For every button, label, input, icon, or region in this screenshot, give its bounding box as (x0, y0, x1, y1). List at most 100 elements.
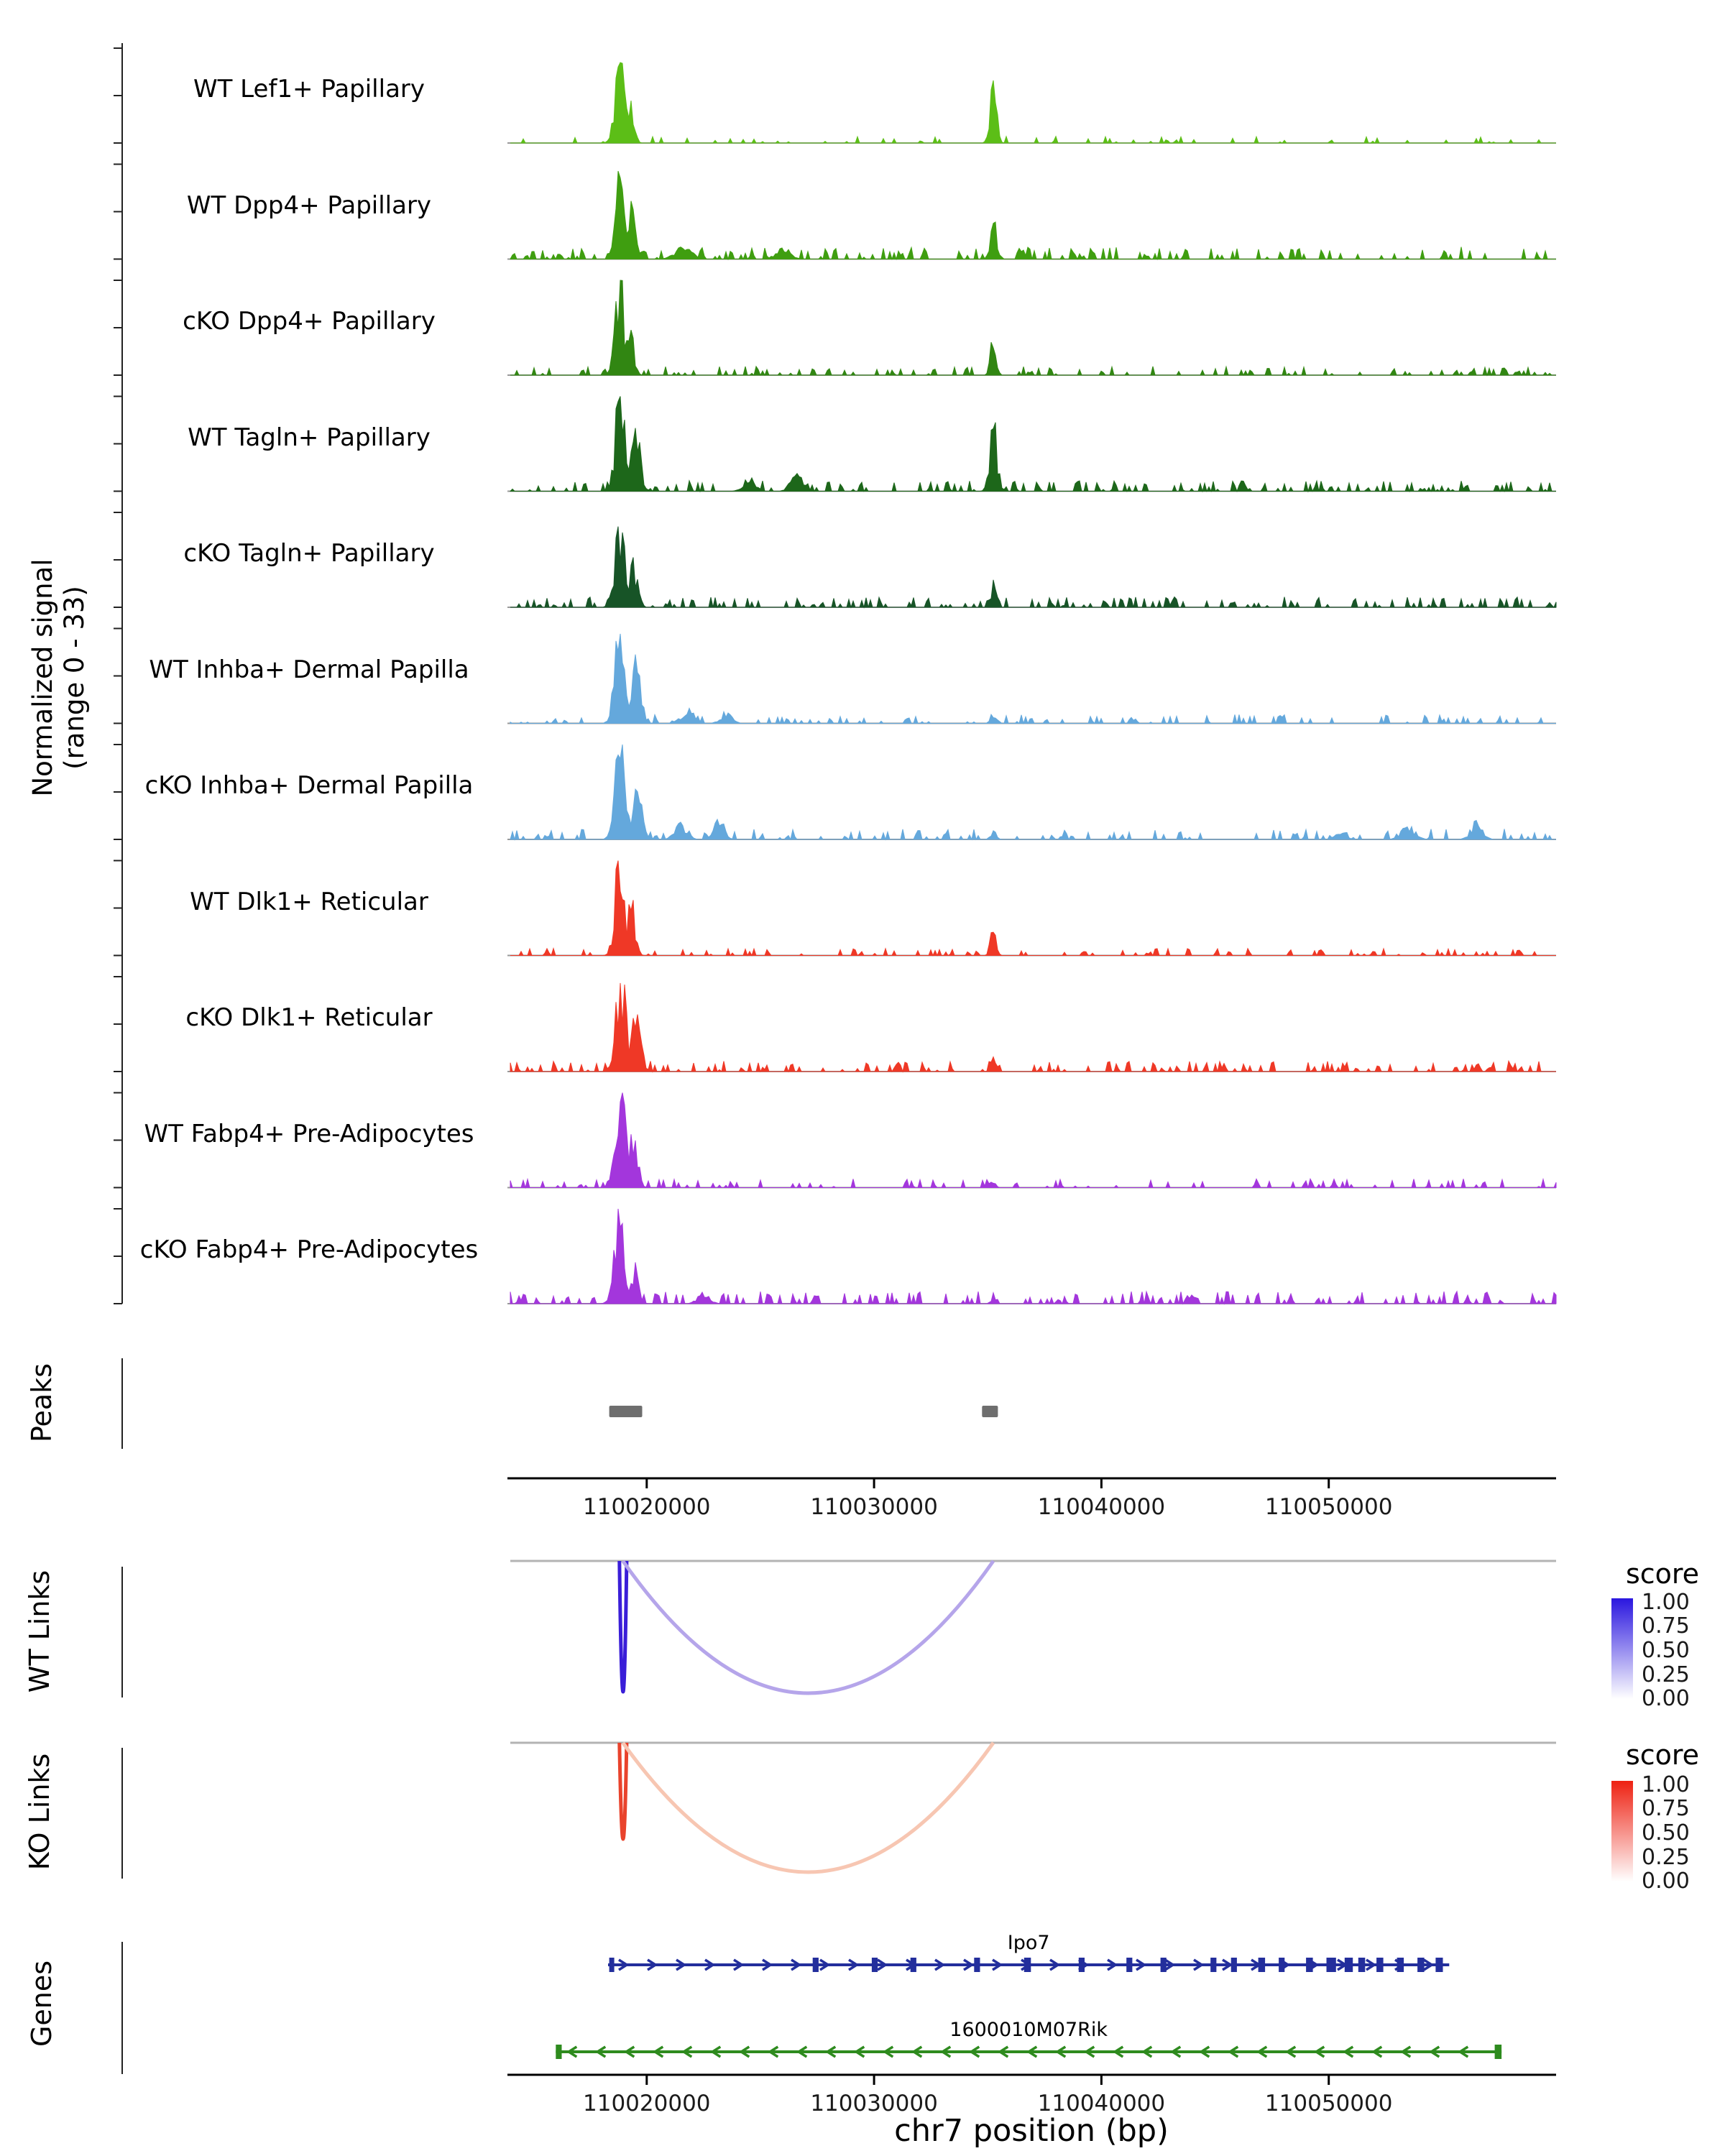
track-label: WT Dpp4+ Papillary (186, 190, 432, 220)
gene-strand-arrow (1193, 1958, 1205, 1971)
gene-exon (974, 1958, 980, 1972)
gene-strand-arrow (1222, 1958, 1233, 1971)
wt-score-tick: 0.75 (1642, 1613, 1690, 1639)
gene-strand-arrow (704, 1958, 716, 1971)
gene-strand-arrow (1366, 1958, 1377, 1971)
track-label: WT Dlk1+ Reticular (190, 887, 428, 916)
ko-score-tick: 1.00 (1642, 1772, 1690, 1797)
gene-exon (609, 1958, 615, 1972)
gene-strand-arrow (733, 1958, 745, 1971)
signal-area (510, 860, 1556, 957)
gene-exon (1230, 1958, 1237, 1972)
gene-exon (910, 1958, 916, 1972)
gene-exon (812, 1958, 819, 1972)
gene-exon (1326, 1958, 1336, 1972)
signal-area (509, 396, 1556, 493)
gene-strand-arrow (791, 1958, 802, 1971)
gene-strand-arrow (566, 2045, 578, 2058)
y-axis-title-line1: Normalized signal (27, 558, 58, 797)
signal-area (510, 744, 1556, 841)
gene-label: Ipo7 (1007, 1932, 1050, 1954)
x-axis-title: chr7 position (bp) (894, 2113, 1169, 2149)
gene-exon (1397, 1958, 1404, 1972)
track-label: WT Inhba+ Dermal Papilla (149, 655, 469, 684)
gene-strand-arrow (877, 1958, 888, 1971)
gene-strand-arrow (825, 2045, 837, 2058)
wt-link-arc (621, 1560, 995, 1695)
gene-strand-arrow (911, 2045, 923, 2058)
gene-strand-arrow (883, 2045, 894, 2058)
wt-score-tick: 0.25 (1642, 1662, 1690, 1687)
ko-score-legend-title: score (1625, 1739, 1700, 1771)
gene-exon (1279, 1958, 1285, 1972)
peak-interval (982, 1406, 998, 1417)
wt-link-arc (617, 1560, 629, 1694)
signal-area (510, 170, 1556, 261)
signal-area (510, 982, 1556, 1073)
gene-strand-arrow (768, 2045, 779, 2058)
ko-score-tick: 0.75 (1642, 1796, 1690, 1821)
gene-strand-arrow (1256, 2045, 1268, 2058)
gene-strand-arrow (1314, 2045, 1325, 2058)
gene-strand-arrow (1026, 2045, 1038, 2058)
gene-strand-arrow (1228, 2045, 1239, 2058)
x-axis-tick-label: 110030000 (810, 2091, 938, 2116)
gene-strand-arrow (1055, 2045, 1067, 2058)
x-axis-tick-label: 110050000 (1264, 2091, 1393, 2116)
gene-strand-arrow (1113, 2045, 1124, 2058)
ko-score-tick: 0.50 (1642, 1820, 1690, 1846)
ko-link-arc (617, 1742, 629, 1841)
track-label: cKO Dlk1+ Reticular (185, 1003, 433, 1032)
gene-exon (1160, 1958, 1167, 1972)
gene-exon (1417, 1958, 1425, 1972)
gene-exon (1258, 1958, 1266, 1972)
gene-strand-arrow (1136, 1958, 1147, 1971)
gene-strand-arrow (1049, 1958, 1061, 1971)
ko-links-section-label: KO Links (24, 1753, 55, 1871)
gene-label: 1600010M07Rik (949, 2019, 1108, 2041)
x-axis-tick-label: 110020000 (583, 2091, 711, 2116)
ko-score-tick: 0.00 (1642, 1869, 1690, 1894)
gene-strand-arrow (1285, 2045, 1297, 2058)
gene-strand-arrow (762, 1958, 773, 1971)
gene-strand-arrow (739, 2045, 750, 2058)
genes-section-label: Genes (26, 1960, 58, 2047)
gene-strand-arrow (934, 1958, 946, 1971)
gene-strand-arrow (796, 2045, 808, 2058)
gene-strand-arrow (624, 2045, 635, 2058)
x-axis-tick-label: 110030000 (810, 1494, 938, 1520)
gene-exon (1126, 1958, 1133, 1972)
signal-area (510, 1208, 1557, 1305)
track-label: cKO Fabp4+ Pre-Adipocytes (139, 1235, 479, 1264)
wt-score-legend-title: score (1625, 1558, 1700, 1590)
gene-strand-arrow (595, 2045, 607, 2058)
signal-area (510, 280, 1556, 377)
wt-score-tick: 1.00 (1642, 1590, 1690, 1615)
gene-strand-arrow (998, 2045, 1009, 2058)
gene-strand-arrow (848, 1958, 860, 1971)
x-axis-tick-label: 110050000 (1264, 1494, 1393, 1520)
gene-strand-arrow (963, 1958, 975, 1971)
signal-area (510, 62, 1556, 144)
signal-area (510, 633, 1556, 725)
gene-exon (1358, 1958, 1366, 1972)
gene-exon (1306, 1958, 1313, 1972)
gene-exon (871, 1958, 878, 1972)
gene-strand-arrow (647, 1958, 658, 1971)
gene-strand-arrow (676, 1958, 687, 1971)
signal-area (510, 1092, 1557, 1189)
gene-strand-arrow (940, 2045, 952, 2058)
gene-strand-arrow (1371, 2045, 1383, 2058)
track-label: cKO Dpp4+ Papillary (183, 307, 436, 336)
gene-strand-arrow (992, 1958, 1003, 1971)
signal-area (510, 526, 1557, 609)
gene-strand-arrow (969, 2045, 980, 2058)
gene-strand-arrow (681, 2045, 693, 2058)
track-label: cKO Tagln+ Papillary (183, 539, 435, 568)
gene-exon (1024, 1958, 1031, 1972)
gene-strand-arrow (1400, 2045, 1412, 2058)
wt-score-tick: 0.50 (1642, 1638, 1690, 1663)
gene-exon (1435, 1958, 1443, 1972)
